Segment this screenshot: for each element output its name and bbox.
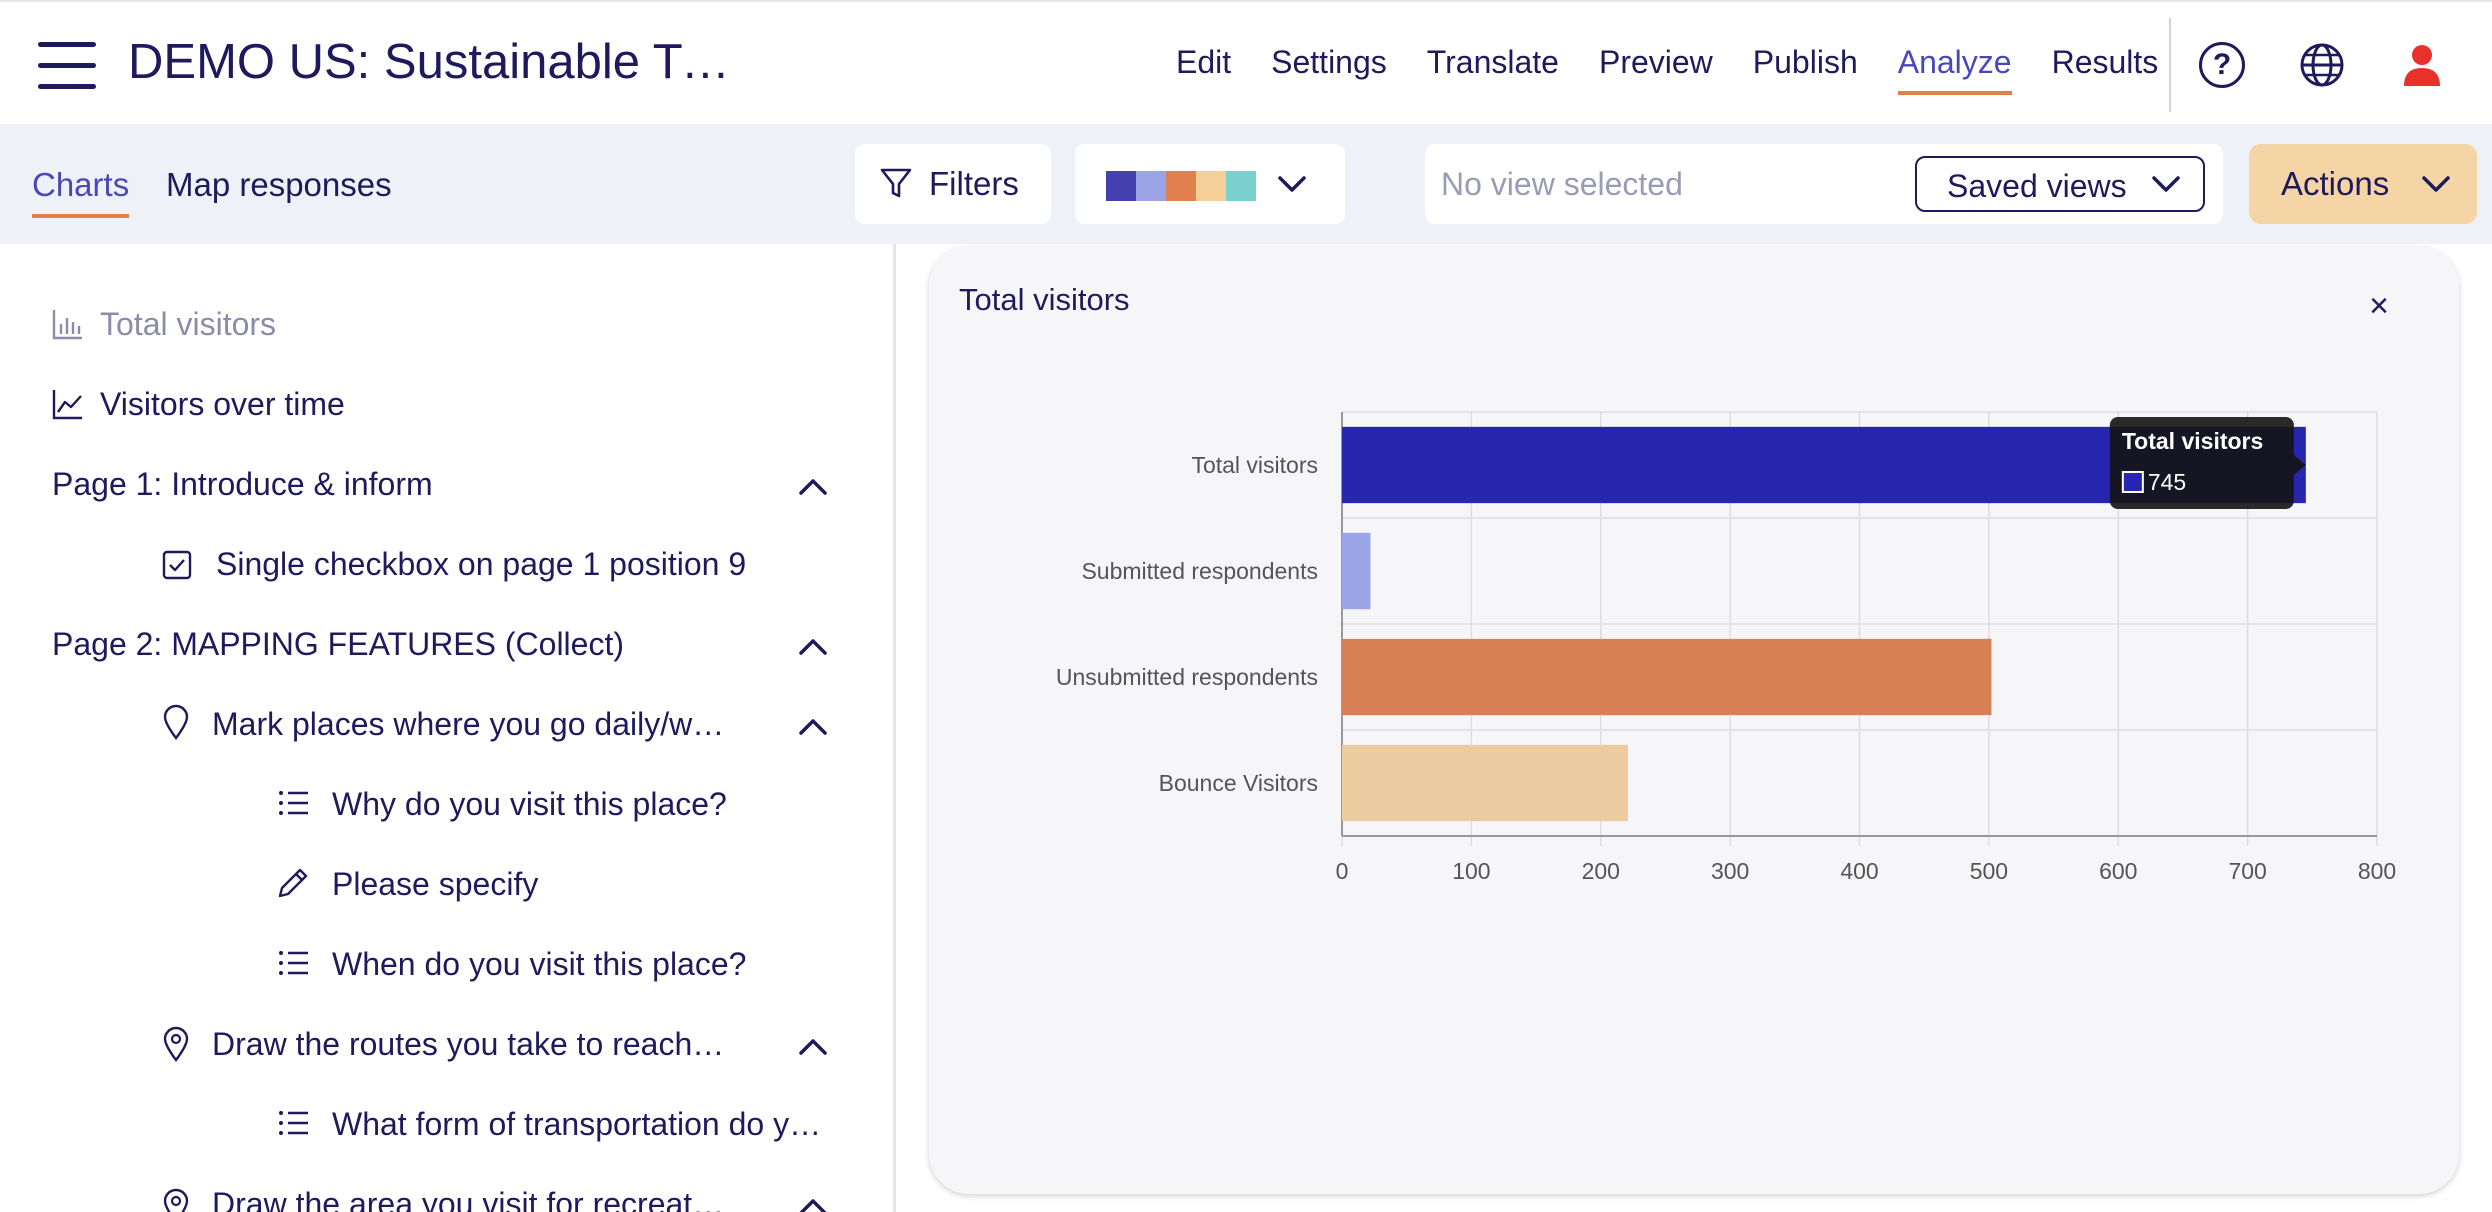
checkbox-icon xyxy=(162,550,192,580)
nav-divider xyxy=(2169,18,2171,112)
x-tick-label: 100 xyxy=(1452,858,1490,884)
nav-analyze[interactable]: Analyze xyxy=(1897,44,2012,95)
sidebar-item-draw-area[interactable]: Draw the area you visit for recreat… xyxy=(212,1186,725,1212)
user-icon[interactable] xyxy=(2399,42,2445,88)
tooltip-title: Total visitors xyxy=(2122,428,2263,454)
category-label: Total visitors xyxy=(1191,452,1318,478)
filters-label: Filters xyxy=(929,165,1019,202)
palette-swatch xyxy=(1166,171,1196,201)
sidebar-item-transportation[interactable]: What form of transportation do y… xyxy=(332,1106,822,1142)
x-tick-label: 0 xyxy=(1336,858,1349,884)
nav-edit[interactable]: Edit xyxy=(1176,44,1232,80)
route-pin-icon xyxy=(163,1026,189,1062)
project-title: DEMO US: Sustainable Tra… xyxy=(128,35,738,89)
x-tick-label: 200 xyxy=(1582,858,1620,884)
palette-swatches xyxy=(1106,171,1256,201)
tab-charts[interactable]: Charts xyxy=(32,166,130,218)
sidebar-item-why-visit[interactable]: Why do you visit this place? xyxy=(332,786,727,822)
saved-views-button[interactable]: Saved views xyxy=(1915,156,2205,212)
analysis-toolbar: Charts Map responses Filters No view sel… xyxy=(0,124,2492,244)
sidebar-page-2[interactable]: Page 2: MAPPING FEATURES (Collect) xyxy=(52,626,624,662)
chevron-down-icon xyxy=(2422,176,2450,192)
nav-settings[interactable]: Settings xyxy=(1271,44,1387,80)
bar xyxy=(1342,744,1628,822)
bar xyxy=(1342,638,1992,716)
map-pin-icon xyxy=(163,704,189,740)
x-tick-label: 600 xyxy=(2099,858,2137,884)
app-header: DEMO US: Sustainable Tra… Edit Settings … xyxy=(0,0,2492,124)
list-icon xyxy=(279,791,308,815)
chevron-down-icon xyxy=(1278,176,1306,192)
sidebar-item-single-checkbox[interactable]: Single checkbox on page 1 position 9 xyxy=(216,546,747,582)
filters-button[interactable]: Filters xyxy=(855,144,1051,224)
globe-icon[interactable] xyxy=(2299,42,2345,88)
saved-views-label: Saved views xyxy=(1947,168,2127,204)
pencil-icon xyxy=(278,868,308,898)
sidebar-item-when-visit[interactable]: When do you visit this place? xyxy=(332,946,747,982)
chevron-up-icon[interactable] xyxy=(796,634,830,658)
chevron-up-icon[interactable] xyxy=(796,474,830,498)
chevron-down-icon xyxy=(2152,176,2180,192)
line-chart-icon xyxy=(52,390,82,420)
category-label: Submitted respondents xyxy=(1081,558,1318,584)
nav-results[interactable]: Results xyxy=(2051,44,2159,80)
chart-title: Total visitors xyxy=(959,282,1130,317)
top-nav: Edit Settings Translate Preview Publish … xyxy=(1176,44,2198,95)
sidebar-divider xyxy=(893,244,896,1212)
close-icon[interactable]: × xyxy=(2369,287,2389,325)
tooltip-value: 745 xyxy=(2148,469,2186,495)
tab-map-responses[interactable]: Map responses xyxy=(166,166,392,203)
list-icon xyxy=(279,951,308,975)
sidebar-item-visitors-over-time[interactable]: Visitors over time xyxy=(100,386,345,422)
tooltip-box xyxy=(2109,417,2294,509)
chart-card: Total visitors × 0 100 200 300 400 500 600 700 8… xyxy=(929,246,2459,1194)
palette-swatch xyxy=(1106,171,1136,201)
question-sidebar: Total visitors Visitors over time Page 1… xyxy=(0,244,894,1212)
x-tick-label: 800 xyxy=(2358,858,2396,884)
sidebar-item-draw-routes[interactable]: Draw the routes you take to reach … xyxy=(212,1026,728,1062)
palette-swatch xyxy=(1226,171,1256,201)
nav-preview[interactable]: Preview xyxy=(1598,44,1713,80)
chevron-up-icon[interactable] xyxy=(796,1194,830,1212)
color-palette-select[interactable] xyxy=(1075,144,1345,224)
sidebar-item-total-visitors[interactable]: Total visitors xyxy=(100,306,277,342)
actions-label: Actions xyxy=(2281,165,2390,202)
bar xyxy=(1342,532,1371,610)
tooltip-arrow xyxy=(2293,455,2306,475)
bar-chart-icon xyxy=(52,310,82,340)
total-visitors-chart: 0 100 200 300 400 500 600 700 800 Total visitors S… xyxy=(1056,411,2396,884)
palette-swatch xyxy=(1196,171,1226,201)
help-icon[interactable]: ? xyxy=(2199,42,2245,88)
x-tick-label: 700 xyxy=(2228,858,2266,884)
category-label: Bounce Visitors xyxy=(1159,770,1318,796)
hamburger-icon[interactable] xyxy=(38,42,96,90)
sidebar-item-please-specify[interactable]: Please specify xyxy=(332,866,539,902)
chevron-up-icon[interactable] xyxy=(796,1034,830,1058)
funnel-icon xyxy=(880,168,912,198)
palette-swatch xyxy=(1136,171,1166,201)
sidebar-item-mark-places[interactable]: Mark places where you go daily/w… xyxy=(212,706,725,742)
chevron-up-icon[interactable] xyxy=(796,714,830,738)
nav-translate[interactable]: Translate xyxy=(1426,44,1559,80)
nav-publish[interactable]: Publish xyxy=(1752,44,1858,80)
x-tick-label: 400 xyxy=(1840,858,1878,884)
x-tick-label: 500 xyxy=(1970,858,2008,884)
list-icon xyxy=(279,1111,308,1135)
category-label: Unsubmitted respondents xyxy=(1056,664,1318,690)
view-selector: No view selected Saved views xyxy=(1425,144,2223,224)
actions-button[interactable]: Actions xyxy=(2249,144,2477,224)
x-tick-label: 300 xyxy=(1711,858,1749,884)
area-pin-icon xyxy=(163,1188,189,1212)
view-placeholder: No view selected xyxy=(1441,166,1683,202)
tooltip-swatch xyxy=(2121,471,2144,493)
sidebar-page-1[interactable]: Page 1: Introduce & inform xyxy=(52,466,433,502)
